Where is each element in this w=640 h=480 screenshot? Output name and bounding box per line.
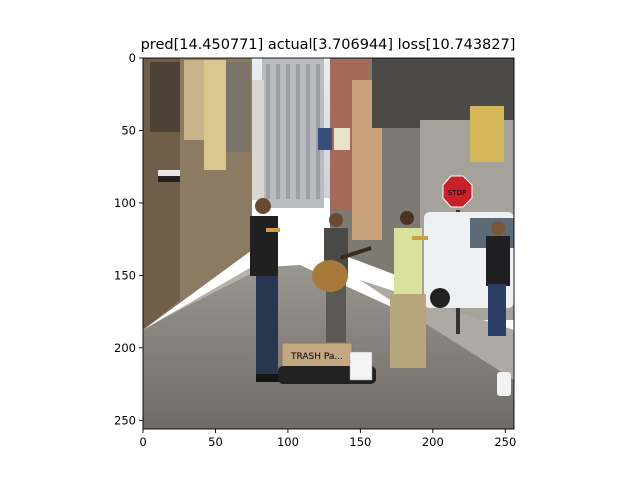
x-tick-label: 100	[277, 435, 299, 449]
svg-text:STOP: STOP	[448, 189, 466, 197]
photo: STOP	[143, 58, 514, 429]
distant-skyscraper	[262, 58, 324, 208]
x-tick-label: 150	[349, 435, 371, 449]
y-tick-label: 200	[114, 341, 136, 355]
y-tick-label: 150	[114, 268, 136, 282]
cardboard-sign-text: TRASH Pa...	[290, 352, 343, 362]
x-tick-label: 200	[422, 435, 444, 449]
y-tick-label: 100	[114, 196, 136, 210]
pedestrian	[486, 236, 510, 286]
chart-title: pred[14.450771] actual[3.706944] loss[10…	[141, 37, 516, 53]
y-axis-ticks: 0 50 100 150 200 250	[114, 51, 143, 427]
x-tick-label: 50	[208, 435, 223, 449]
y-tick-label: 250	[114, 413, 136, 427]
y-tick-label: 50	[121, 123, 136, 137]
y-tick-label: 0	[129, 51, 136, 65]
x-axis-ticks: 0 50 100 150 200 250	[139, 429, 516, 449]
x-tick-label: 0	[139, 435, 146, 449]
x-tick-label: 250	[494, 435, 516, 449]
left-balcony	[150, 62, 180, 132]
